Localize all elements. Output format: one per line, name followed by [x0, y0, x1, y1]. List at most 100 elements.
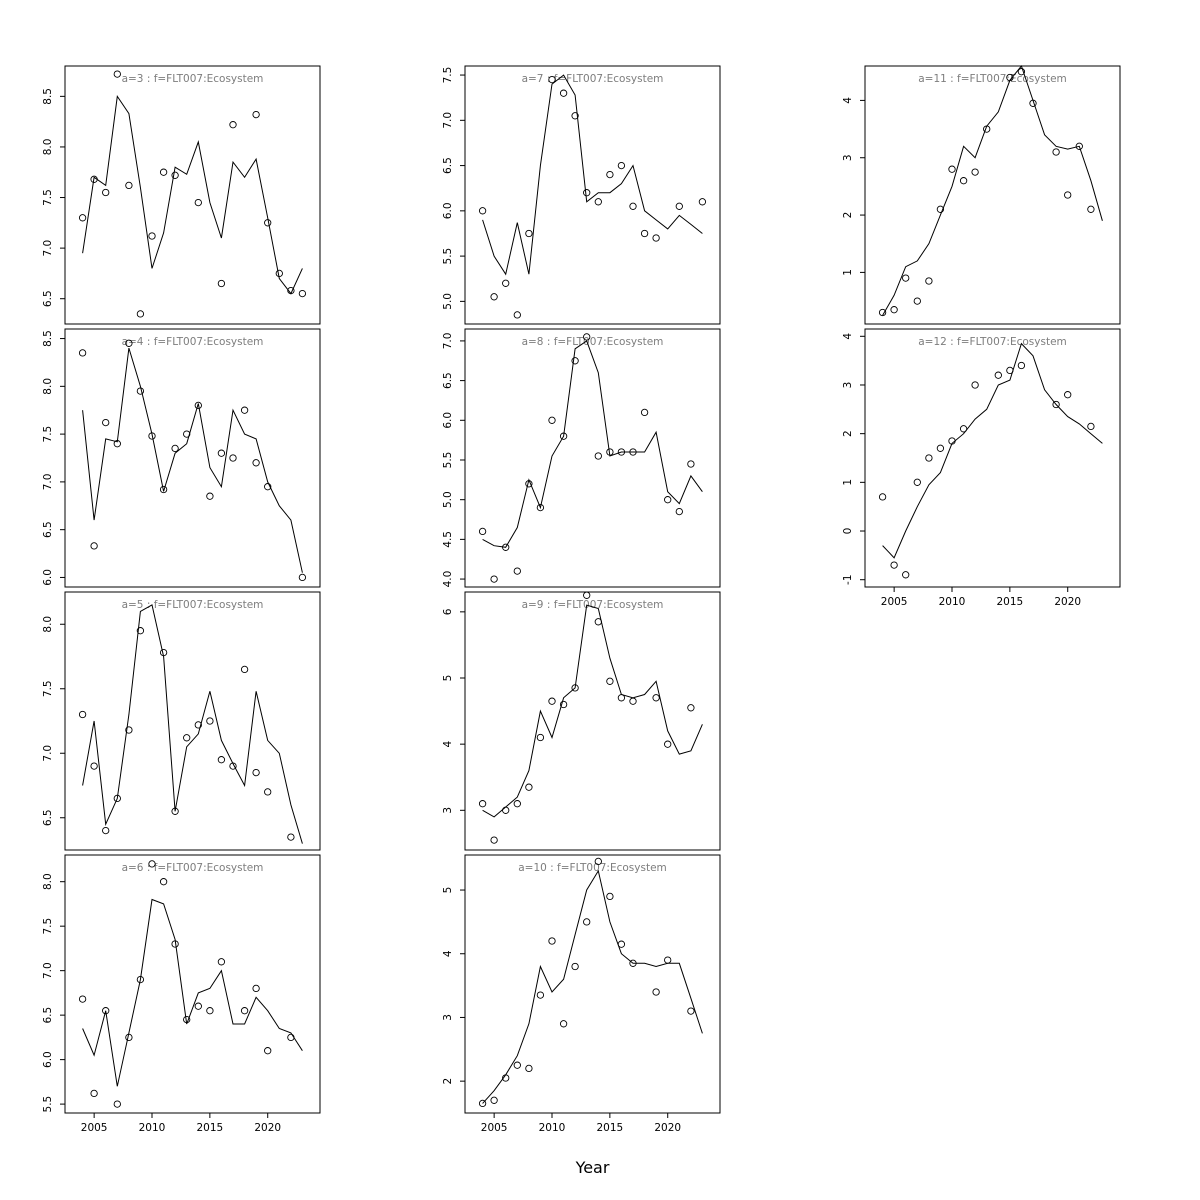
observed-point	[148, 232, 156, 240]
fitted-line	[882, 342, 1103, 559]
observed-point	[264, 483, 272, 491]
observed-point	[902, 274, 910, 282]
observed-point	[478, 207, 487, 215]
observed-point	[90, 1089, 98, 1098]
observed-point	[525, 229, 533, 238]
observed-point	[90, 542, 98, 550]
observed-point	[217, 756, 226, 764]
observed-point	[559, 432, 568, 440]
observed-point	[629, 202, 637, 210]
observed-point	[206, 717, 214, 725]
observed-point	[90, 175, 98, 183]
y-tick-label: 4.0	[442, 571, 454, 588]
observed-point	[583, 918, 591, 926]
observed-point	[583, 189, 591, 197]
y-tick-label: 6.0	[42, 1051, 54, 1068]
observed-point	[78, 214, 87, 222]
observed-point	[183, 734, 191, 742]
y-tick-label: 7.0	[42, 474, 54, 491]
observed-point	[548, 937, 556, 945]
panel-a11: a=11 : f=FLT007:Ecosystem 1 2 3 4	[842, 64, 1121, 325]
observed-point	[664, 740, 672, 748]
observed-point	[687, 460, 695, 468]
observed-point	[878, 493, 887, 501]
observed-point	[102, 418, 110, 427]
observed-point	[548, 416, 556, 424]
y-tick-label: 6.0	[42, 569, 54, 586]
y-tick-label: 5	[442, 887, 454, 894]
y-tick-label: 2	[442, 1078, 454, 1085]
panel-a12: a=12 : f=FLT007:Ecosystem -1 0 1 2 3 4 2005 2010…	[842, 328, 1121, 608]
observed-point	[536, 991, 545, 999]
fitted-line	[482, 869, 703, 1104]
observed-point	[264, 788, 272, 796]
observed-point	[675, 507, 683, 516]
observed-point	[240, 665, 249, 674]
y-tick-label: 3	[442, 807, 454, 814]
panel-a9: a=9 : f=FLT007:Ecosystem 3 4 5 6	[442, 591, 721, 851]
y-tick-label: 7.5	[42, 680, 54, 697]
observed-point	[125, 726, 133, 734]
observed-point	[583, 591, 591, 599]
observed-point	[640, 408, 649, 417]
observed-point	[548, 75, 556, 84]
fitted-line	[82, 898, 303, 1087]
observed-point	[594, 198, 602, 206]
observed-point	[502, 543, 510, 551]
observed-point	[252, 110, 260, 119]
y-tick-label: 5.0	[442, 293, 454, 310]
observed-point	[171, 444, 179, 453]
x-axis-label: Year	[575, 1158, 610, 1177]
observed-point	[606, 448, 614, 456]
observed-point	[183, 1015, 191, 1024]
observed-point	[652, 988, 660, 996]
y-tick-label: 7.0	[442, 112, 454, 129]
y-tick-label: 5.0	[442, 491, 454, 508]
observed-point	[687, 1007, 695, 1015]
observed-point	[240, 1007, 249, 1015]
observed-point	[583, 333, 591, 341]
observed-point	[513, 1061, 521, 1069]
fitted-line	[482, 74, 703, 276]
observed-point	[629, 697, 637, 705]
observed-point	[513, 800, 521, 808]
observed-point	[159, 648, 168, 657]
y-tick-label: 7.5	[442, 67, 454, 84]
observed-point	[959, 425, 968, 433]
y-tick-label: 8.5	[42, 88, 54, 105]
observed-point	[113, 440, 121, 448]
observed-point	[217, 449, 226, 457]
y-tick-label: 7.0	[42, 962, 54, 979]
panel-title: a=6 : f=FLT007:Ecosystem	[122, 862, 264, 874]
observed-point	[890, 306, 898, 314]
y-tick-label: 4	[842, 97, 854, 104]
fitted-line	[482, 340, 703, 548]
observed-point	[478, 527, 487, 536]
observed-point	[148, 860, 156, 868]
observed-point	[125, 1033, 133, 1042]
y-tick-label: 3	[442, 1014, 454, 1021]
observed-point	[78, 710, 87, 719]
panel-title: a=5 : f=FLT007:Ecosystem	[122, 599, 264, 611]
observed-point	[102, 188, 110, 197]
observed-point	[1075, 142, 1083, 150]
y-tick-label: 6.5	[42, 521, 54, 538]
observed-point	[536, 503, 545, 512]
observed-point	[617, 448, 626, 456]
observed-point	[478, 800, 487, 808]
y-tick-label: 4	[442, 950, 454, 957]
observed-point	[664, 956, 672, 964]
observed-point	[1052, 400, 1060, 409]
y-tick-label: 6.5	[42, 809, 54, 826]
y-tick-label: 8.0	[42, 139, 54, 156]
observed-point	[513, 311, 521, 319]
y-tick-label: 7.5	[42, 918, 54, 935]
y-tick-label: 5.5	[442, 248, 454, 265]
panel-title: a=10 : f=FLT007:Ecosystem	[518, 862, 667, 874]
observed-point	[913, 478, 921, 486]
observed-point	[171, 171, 179, 179]
observed-point	[948, 437, 956, 445]
observed-point	[617, 694, 626, 702]
y-tick-label: 4	[842, 333, 854, 340]
